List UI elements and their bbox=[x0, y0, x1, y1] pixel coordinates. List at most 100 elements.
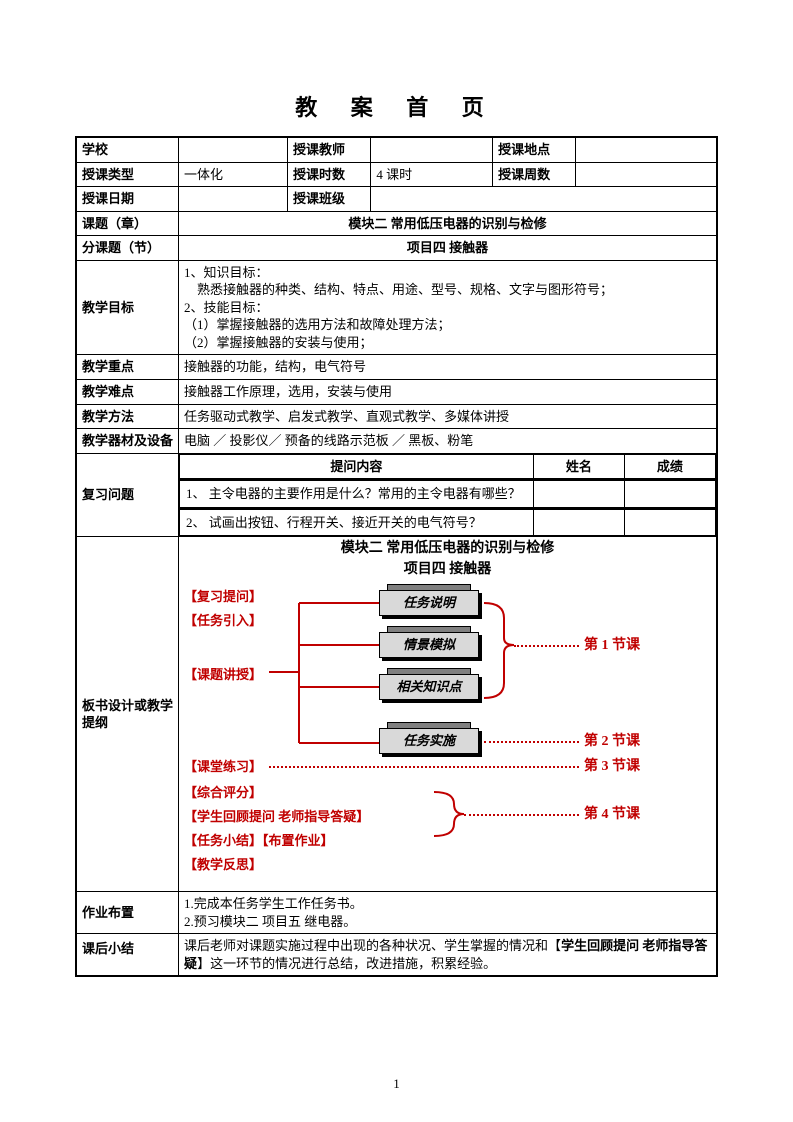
q2-score bbox=[624, 509, 715, 536]
table-row: 教学重点 接触器的功能，结构，电气符号 bbox=[76, 355, 717, 380]
table-row: 学校 授课教师 授课地点 bbox=[76, 137, 717, 162]
outline-diagram: 【复习提问】 【任务引入】 【课题讲授】 【课堂练习】 【综合评分】 【学生回顾… bbox=[184, 588, 711, 888]
label-school: 学校 bbox=[76, 137, 179, 162]
table-row: 教学难点 接触器工作原理，选用，安装与使用 bbox=[76, 380, 717, 405]
label-location: 授课地点 bbox=[493, 137, 576, 162]
label-homework: 作业布置 bbox=[76, 892, 179, 934]
cell-date bbox=[179, 187, 288, 212]
step-exercise: 【课堂练习】 bbox=[184, 758, 262, 776]
dash-l4 bbox=[464, 814, 579, 816]
q2-name bbox=[533, 509, 624, 536]
goal-line: 2、技能目标： bbox=[184, 299, 711, 317]
table-row: 板书设计或教学提纲 模块二 常用低压电器的识别与检修 项目四 接触器 【复习提问… bbox=[76, 537, 717, 892]
review-table: 提问内容 姓名 成绩 bbox=[179, 454, 716, 480]
dash-l2 bbox=[484, 741, 579, 743]
lesson-1: 第 1 节课 bbox=[584, 637, 640, 656]
table-row: 教学目标 1、知识目标： 熟悉接触器的种类、结构、特点、用途、型号、规格、文字与… bbox=[76, 260, 717, 355]
cell-weeks bbox=[576, 162, 717, 187]
cell-equip: 电脑 ／ 投影仪／ 预备的线路示范板 ／ 黑板、粉笔 bbox=[179, 429, 717, 454]
q1-score bbox=[624, 481, 715, 508]
lesson-plan-table: 学校 授课教师 授课地点 授课类型 一体化 授课时数 4 课时 授课周数 授课日… bbox=[75, 136, 718, 977]
lesson-4: 第 4 节课 bbox=[584, 806, 640, 825]
outline-sub: 项目四 接触器 bbox=[184, 561, 711, 580]
label-subtopic: 分课题（节） bbox=[76, 236, 179, 261]
label-type: 授课类型 bbox=[76, 162, 179, 187]
box-knowledge: 相关知识点 bbox=[379, 674, 479, 700]
box-label: 任务实施 bbox=[379, 728, 479, 754]
step-intro: 【任务引入】 bbox=[184, 612, 262, 630]
cell-summary: 课后老师对课题实施过程中出现的各种状况、学生掌握的情况和【学生回顾提问 老师指导… bbox=[179, 934, 717, 977]
table-row: 课后小结 课后老师对课题实施过程中出现的各种状况、学生掌握的情况和【学生回顾提问… bbox=[76, 934, 717, 977]
label-difficult: 教学难点 bbox=[76, 380, 179, 405]
summary-post: 】这一环节的情况进行总结，改进措施，积累经验。 bbox=[197, 956, 496, 971]
q2: 2、 试画出按钮、行程开关、接近开关的电气符号？ bbox=[180, 509, 534, 536]
box-implement: 任务实施 bbox=[379, 728, 479, 754]
cell-hours: 4 课时 bbox=[371, 162, 493, 187]
box-label: 相关知识点 bbox=[379, 674, 479, 700]
cell-difficult: 接触器工作原理，选用，安装与使用 bbox=[179, 380, 717, 405]
cell-location bbox=[576, 137, 717, 162]
q1: 1、 主令电器的主要作用是什么？常用的主令电器有哪些？ bbox=[180, 481, 534, 508]
goal-line: （2）掌握接触器的安装与使用； bbox=[184, 334, 711, 352]
col-name: 姓名 bbox=[533, 454, 624, 479]
table-row: 教学方法 任务驱动式教学、启发式教学、直观式教学、多媒体讲授 bbox=[76, 404, 717, 429]
table-row: 作业布置 1.完成本任务学生工作任务书。 2.预习模块二 项目五 继电器。 bbox=[76, 892, 717, 934]
goal-line: （1）掌握接触器的选用方法和故障处理方法； bbox=[184, 316, 711, 334]
step-lecture: 【课题讲授】 bbox=[184, 666, 262, 684]
page-number: 1 bbox=[0, 1076, 793, 1092]
goal-line: 熟悉接触器的种类、结构、特点、用途、型号、规格、文字与图形符号； bbox=[184, 281, 711, 299]
step-reflect: 【教学反思】 bbox=[184, 856, 262, 874]
cell-topic: 模块二 常用低压电器的识别与检修 bbox=[179, 211, 717, 236]
box-task-desc: 任务说明 bbox=[379, 590, 479, 616]
label-weeks: 授课周数 bbox=[493, 162, 576, 187]
label-method: 教学方法 bbox=[76, 404, 179, 429]
label-class: 授课班级 bbox=[288, 187, 371, 212]
table-row: 课题（章） 模块二 常用低压电器的识别与检修 bbox=[76, 211, 717, 236]
box-label: 情景模拟 bbox=[379, 632, 479, 658]
cell-class bbox=[371, 187, 717, 212]
box-scenario: 情景模拟 bbox=[379, 632, 479, 658]
cell-teacher bbox=[371, 137, 493, 162]
label-date: 授课日期 bbox=[76, 187, 179, 212]
label-goal: 教学目标 bbox=[76, 260, 179, 355]
bracket-left-icon bbox=[269, 588, 379, 758]
table-row: 教学器材及设备 电脑 ／ 投影仪／ 预备的线路示范板 ／ 黑板、粉笔 bbox=[76, 429, 717, 454]
label-outline: 板书设计或教学提纲 bbox=[76, 537, 179, 892]
dash-l1 bbox=[514, 645, 579, 647]
q1-name bbox=[533, 481, 624, 508]
cell-school bbox=[179, 137, 288, 162]
label-hours: 授课时数 bbox=[288, 162, 371, 187]
label-review: 复习问题 bbox=[76, 453, 179, 537]
goal-line: 1、知识目标： bbox=[184, 264, 711, 282]
label-teacher: 授课教师 bbox=[288, 137, 371, 162]
dash-l3 bbox=[269, 766, 579, 768]
page-title: 教 案 首 页 bbox=[75, 90, 718, 122]
table-row: 授课日期 授课班级 bbox=[76, 187, 717, 212]
table-row: 分课题（节） 项目四 接触器 bbox=[76, 236, 717, 261]
col-score: 成绩 bbox=[624, 454, 715, 479]
col-question: 提问内容 bbox=[180, 454, 534, 479]
cell-goal: 1、知识目标： 熟悉接触器的种类、结构、特点、用途、型号、规格、文字与图形符号；… bbox=[179, 260, 717, 355]
step-score: 【综合评分】 bbox=[184, 784, 262, 802]
step-qa: 【学生回顾提问 老师指导答疑】 bbox=[184, 808, 369, 826]
cell-subtopic: 项目四 接触器 bbox=[179, 236, 717, 261]
cell-homework: 1.完成本任务学生工作任务书。 2.预习模块二 项目五 继电器。 bbox=[179, 892, 717, 934]
cell-keypoint: 接触器的功能，结构，电气符号 bbox=[179, 355, 717, 380]
table-row: 授课类型 一体化 授课时数 4 课时 授课周数 bbox=[76, 162, 717, 187]
cell-outline: 模块二 常用低压电器的识别与检修 项目四 接触器 【复习提问】 【任务引入】 【… bbox=[179, 537, 717, 892]
box-label: 任务说明 bbox=[379, 590, 479, 616]
hw-line: 2.预习模块二 项目五 继电器。 bbox=[184, 913, 711, 931]
step-review: 【复习提问】 bbox=[184, 588, 262, 606]
label-topic: 课题（章） bbox=[76, 211, 179, 236]
label-keypoint: 教学重点 bbox=[76, 355, 179, 380]
label-summary: 课后小结 bbox=[76, 934, 179, 977]
summary-pre: 课后老师对课题实施过程中出现的各种状况、学生掌握的情况和【 bbox=[184, 938, 561, 953]
hw-line: 1.完成本任务学生工作任务书。 bbox=[184, 895, 711, 913]
lesson-3: 第 3 节课 bbox=[584, 758, 640, 777]
outline-header: 模块二 常用低压电器的识别与检修 bbox=[184, 540, 711, 559]
lesson-2: 第 2 节课 bbox=[584, 733, 640, 752]
cell-type: 一体化 bbox=[179, 162, 288, 187]
cell-method: 任务驱动式教学、启发式教学、直观式教学、多媒体讲授 bbox=[179, 404, 717, 429]
label-equip: 教学器材及设备 bbox=[76, 429, 179, 454]
step-summary: 【任务小结】【布置作业】 bbox=[184, 832, 334, 850]
